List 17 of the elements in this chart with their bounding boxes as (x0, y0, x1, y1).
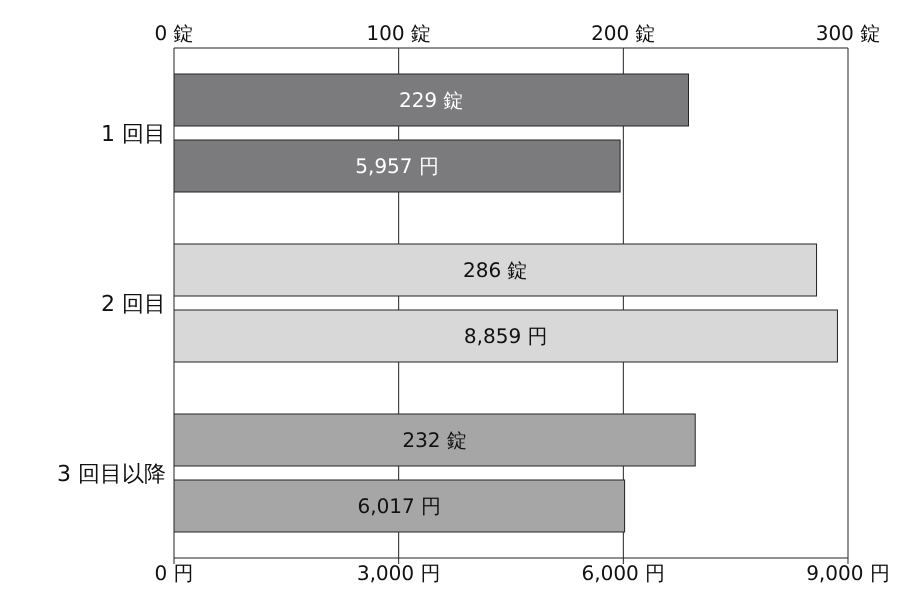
y-tick-label: 3 回目以降 (57, 462, 166, 487)
x-tick-label: 0 円 (154, 561, 194, 586)
data-label: 232 錠 (402, 428, 467, 452)
x-tick-label: 6,000 円 (582, 561, 666, 586)
x2-tick-label: 0 錠 (154, 21, 194, 45)
x2-tick-label: 200 錠 (591, 21, 656, 45)
data-label: 229 錠 (398, 88, 464, 112)
x-tick-label: 3,000 円 (356, 561, 440, 586)
x2-tick-label: 300 錠 (816, 21, 880, 45)
data-label: 8,859 円 (464, 324, 548, 348)
y-tick-label: 2 回目 (101, 292, 166, 317)
data-label: 6,017 円 (357, 494, 442, 518)
data-label: 286 錠 (463, 258, 528, 282)
x2-tick-label: 100 錠 (366, 21, 431, 45)
x-tick-label: 9,000 円 (806, 561, 890, 586)
data-label: 5,957 円 (355, 154, 439, 178)
y-tick-label: 1 回目 (101, 122, 166, 147)
